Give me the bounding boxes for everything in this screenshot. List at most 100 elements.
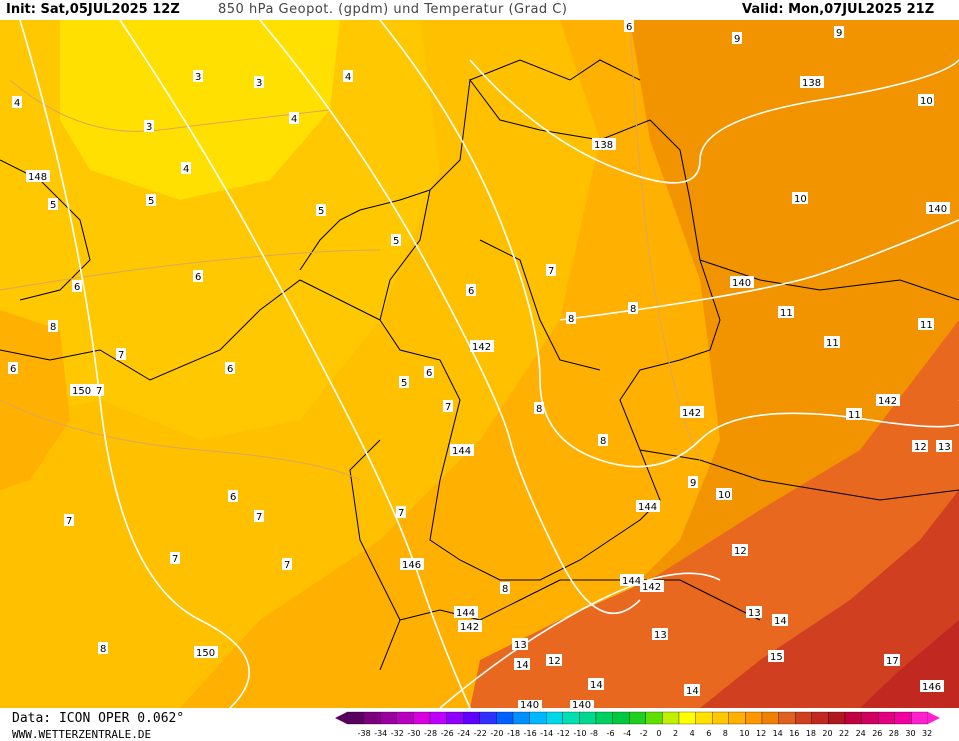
temp-label-text: 6 [227,364,233,375]
geo-line-138 [469,59,959,184]
init-time: Init: Sat,05JUL2025 12Z [6,2,180,17]
temp-label: 7 [282,558,292,571]
temp-label-text: 8 [50,322,56,333]
legend-arrow-right [928,712,940,724]
legend-swatch [579,711,597,725]
legend-tick-label: -4 [623,729,631,738]
legend-tick-label: 18 [806,729,816,738]
geo-label: 140 [518,700,542,708]
isotherm-b [0,249,381,291]
temp-label: 4 [289,112,299,125]
geo-label-text: 142 [460,622,479,633]
legend-tick-label: -8 [590,729,598,738]
temp-label: 9 [834,26,844,39]
legend-tick-label: 24 [856,729,866,738]
geo-label: 144 [450,444,474,457]
temp-label: 8 [598,434,608,447]
temperature-labels: 3 3 4 4 3 5 4 4 5 5 5 6 6 6 6 7 7 7 6 8 … [8,20,952,697]
legend-tick-label: 32 [922,729,932,738]
legend-swatch [612,711,630,725]
legend-tick-label: -32 [391,729,404,738]
temp-label-text: 3 [146,122,152,133]
temp-label: 5 [48,198,58,211]
temp-label-text: 4 [345,72,351,83]
geo-label: 142 [640,580,664,593]
data-source-label: Data: ICON OPER 0.062° [12,711,185,726]
temp-label: 8 [98,642,108,655]
temp-label: 8 [534,402,544,415]
temp-label-text: 12 [914,442,927,453]
legend-swatch [828,711,846,725]
temp-label: 11 [918,318,934,331]
temp-label: 8 [500,582,510,595]
geo-label: 140 [570,700,594,708]
geo-line-146 [119,20,471,708]
temp-label: 5 [316,204,326,217]
temp-label-text: 4 [183,164,189,175]
temp-label-text: 6 [626,22,632,33]
temp-label-text: 6 [468,286,474,297]
temp-label: 10 [918,94,934,107]
legend-tick-label: 12 [756,729,766,738]
temp-label: 9 [688,476,698,489]
map-header: Init: Sat,05JUL2025 12Z 850 hPa Geopot. … [0,0,959,20]
legend-tick-label: -24 [457,729,470,738]
temp-label: 6 [424,366,434,379]
legend-tick-label: 22 [839,729,849,738]
temp-label: 5 [146,194,156,207]
legend-swatch [645,711,663,725]
temp-label-text: 6 [195,272,201,283]
legend-swatch [861,711,879,725]
temp-label: 6 [225,362,235,375]
temp-label: 8 [628,302,638,315]
geo-label: 138 [800,76,824,89]
state-borders [479,239,601,371]
legend-swatch [811,711,829,725]
temp-label-text: 7 [96,386,102,397]
geo-label: 146 [920,680,944,693]
temp-label: 10 [792,192,808,205]
temp-label-text: 7 [548,266,554,277]
legend-swatch [595,711,613,725]
legend-swatch [844,711,862,725]
geo-label: 144 [454,606,478,619]
temp-label: 7 [170,552,180,565]
temp-label: 13 [512,638,528,651]
legend-swatch [745,711,763,725]
geo-label-text: 144 [622,576,641,587]
temp-label: 13 [936,440,952,453]
temp-label: 11 [778,306,794,319]
geo-label: 140 [926,202,950,215]
border-austria [560,579,761,621]
temp-label-text: 8 [630,304,636,315]
isotherm-a [9,79,331,132]
coast-denmark [469,59,641,81]
legend-tick-label: 30 [905,729,915,738]
temp-label-text: 9 [690,478,696,489]
isotherms [0,20,701,481]
temp-label: 3 [193,70,203,83]
legend-swatch [546,711,563,725]
temp-label-text: 8 [536,404,542,415]
legend-tick-label: 20 [822,729,832,738]
geo-label-text: 142 [878,396,897,407]
geo-label: 140 [730,276,754,289]
color-legend: -38 -34 -32 -30 -28 -26 -24 -22 -20 -18 -16 -14 -12-… [335,711,940,738]
temp-label-text: 3 [195,72,201,83]
legend-tick-label: -6 [607,729,615,738]
geo-label-text: 140 [572,700,591,708]
isotherm-d [629,20,701,461]
temp-label: 14 [772,614,788,627]
geo-label-text: 138 [594,140,613,151]
legend-tick-label: -2 [640,729,648,738]
geo-label: 142 [470,340,494,353]
valid-time: Valid: Mon,07JUL2025 21Z [742,2,935,17]
coast-netherlands [299,189,431,271]
field-yellow [60,20,340,200]
temp-label: 5 [391,234,401,247]
field-red [700,490,959,708]
legend-swatch [363,711,381,725]
borders [0,59,959,671]
legend-swatch [894,711,912,725]
temp-label-text: 13 [938,442,951,453]
